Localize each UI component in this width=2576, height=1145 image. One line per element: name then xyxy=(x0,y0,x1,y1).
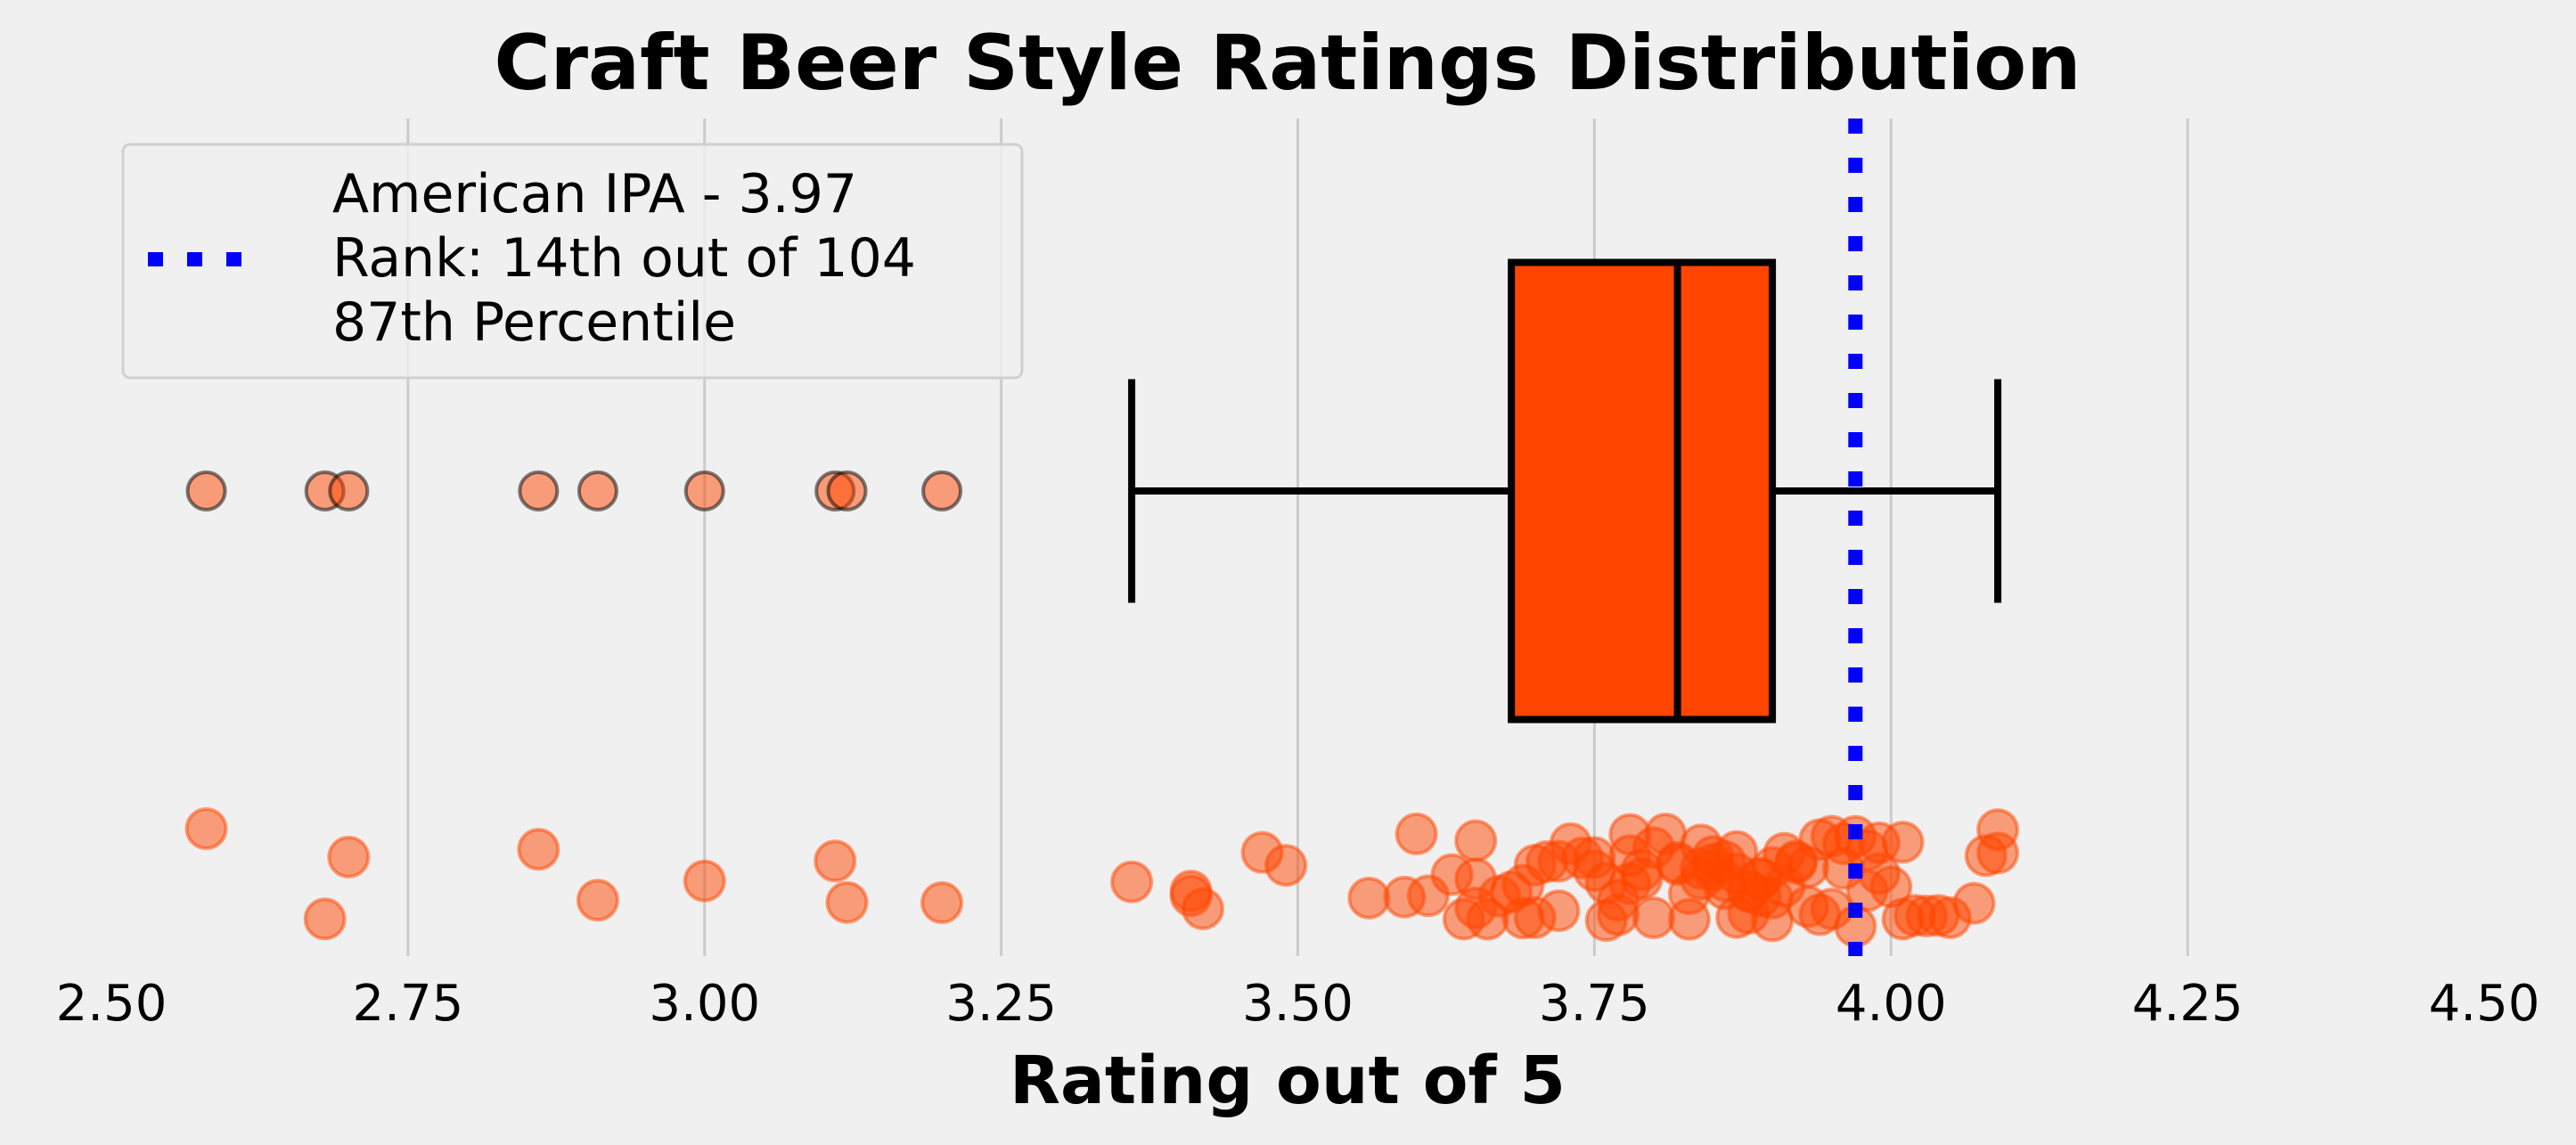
legend-line-2: Rank: 14th out of 104 xyxy=(332,227,916,290)
outlier-point xyxy=(921,470,963,511)
rating-point xyxy=(1264,844,1308,887)
x-tick-label: 4.50 xyxy=(2429,975,2540,1033)
x-tick-label: 3.25 xyxy=(945,975,1057,1033)
legend-box xyxy=(121,143,1024,380)
outlier-point xyxy=(683,470,725,511)
box-iqr xyxy=(1508,258,1777,724)
x-tick-label: 4.00 xyxy=(1836,975,1947,1033)
outlier-point xyxy=(826,470,868,511)
legend-line-3: 87th Percentile xyxy=(332,291,736,354)
x-tick-label: 3.75 xyxy=(1539,975,1650,1033)
rating-point xyxy=(327,835,371,879)
rating-point xyxy=(517,828,560,871)
rating-point xyxy=(814,839,857,883)
rating-point xyxy=(1881,821,1925,864)
x-tick-label: 3.00 xyxy=(649,975,760,1033)
rating-point xyxy=(1537,889,1581,933)
rating-point xyxy=(576,879,619,922)
rating-point xyxy=(1394,812,1438,855)
chart-title: Craft Beer Style Ratings Distribution xyxy=(495,19,2081,108)
legend-line-1: American IPA - 3.97 xyxy=(332,163,857,225)
rating-point xyxy=(1347,876,1391,920)
rating-point xyxy=(1181,887,1224,930)
x-axis-label: Rating out of 5 xyxy=(1010,1043,1566,1119)
x-tick-label: 2.50 xyxy=(56,975,168,1033)
rating-point xyxy=(1952,881,1996,925)
legend: American IPA - 3.97 Rank: 14th out of 10… xyxy=(121,143,1024,380)
outlier-point xyxy=(577,470,618,511)
outlier-points xyxy=(185,470,963,511)
rating-point xyxy=(184,807,228,851)
outlier-point xyxy=(185,470,227,511)
strip-points xyxy=(184,807,2020,948)
rating-point xyxy=(303,897,347,941)
outlier-point xyxy=(518,470,560,511)
x-tick-label: 2.75 xyxy=(353,975,464,1033)
rating-point xyxy=(1110,860,1154,904)
x-tick-label: 3.50 xyxy=(1242,975,1353,1033)
outlier-point xyxy=(328,470,370,511)
rating-point xyxy=(920,881,964,925)
rating-point xyxy=(825,880,869,924)
rating-point xyxy=(683,859,726,903)
x-tick-label: 4.25 xyxy=(2132,975,2244,1033)
rating-point xyxy=(1631,896,1675,939)
box-plot xyxy=(1128,258,2002,724)
rating-point xyxy=(1454,819,1498,863)
rating-point xyxy=(1667,897,1711,941)
rating-point xyxy=(1976,831,2020,875)
x-tick-labels: 2.50 2.75 3.00 3.25 3.50 3.75 4.00 4.25 4.50 xyxy=(56,975,2540,1033)
